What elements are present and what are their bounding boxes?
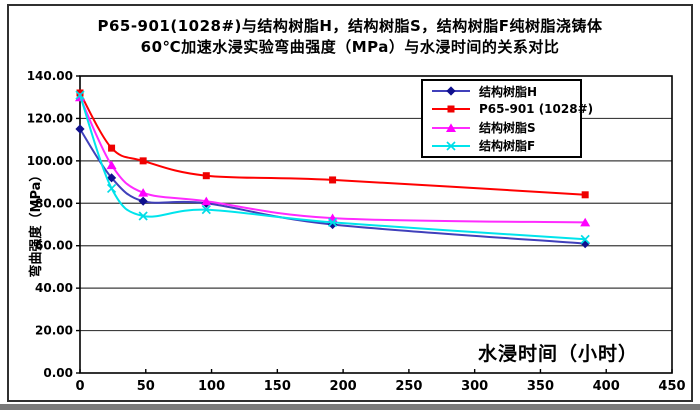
series-p65-marker (581, 191, 589, 199)
window-edge (0, 404, 700, 410)
legend: 结构树脂H P65-901 (1028#) 结构树脂S 结构树脂F (421, 79, 593, 158)
series-f-marker (75, 90, 85, 100)
legend-swatch-s (432, 123, 470, 132)
series-s-marker (201, 196, 212, 206)
series-f-marker (138, 211, 148, 221)
y-tick-label: 140.00 (27, 69, 73, 83)
series-p65-marker (329, 176, 337, 184)
y-tick-label: 100.00 (27, 154, 73, 168)
series-s-marker (580, 217, 591, 227)
legend-label-s: 结构树脂S (479, 121, 536, 136)
legend-label-f: 结构树脂F (479, 139, 536, 154)
x-axis-title: 水浸时间（小时） (478, 343, 639, 365)
chart-title: P65-901(1028#)与结构树脂H，结构树脂S，结构树脂F纯树脂浇铸体 6… (0, 16, 700, 58)
legend-swatch-h (432, 86, 470, 96)
legend-label-p65: P65-901 (1028#) (479, 102, 594, 117)
chart-title-line1: P65-901(1028#)与结构树脂H，结构树脂S，结构树脂F纯树脂浇铸体 (97, 17, 603, 35)
legend-swatch-p65 (432, 105, 470, 113)
y-tick-label: 40.00 (35, 281, 73, 295)
series-f-marker (201, 205, 211, 215)
y-tick-label: 0.00 (43, 366, 73, 380)
x-tick-label: 200 (330, 379, 357, 394)
series-h-marker (138, 196, 148, 206)
series-s-marker (138, 188, 149, 197)
series-h-marker (106, 173, 117, 183)
chart-title-line2: 60℃加速水浸实验弯曲强度（MPa）与水浸时间的关系对比 (140, 38, 560, 56)
legend-item-f: 结构树脂F (423, 137, 580, 155)
legend-item-h: 结构树脂H (423, 82, 580, 100)
legend-item-s: 结构树脂S (423, 119, 580, 137)
plot-border (79, 75, 673, 374)
x-tick-label: 0 (75, 379, 84, 394)
x-tick-label: 350 (527, 379, 554, 394)
x-tick-label: 250 (395, 379, 422, 394)
x-tick-label: 150 (264, 379, 291, 394)
x-tick-label: 50 (137, 379, 155, 394)
legend-label-h: 结构树脂H (479, 84, 538, 99)
y-tick-label: 80.00 (35, 196, 73, 210)
series-p65-marker (202, 172, 210, 180)
series-p65-marker (139, 157, 147, 165)
y-tick-label: 120.00 (27, 111, 73, 125)
series-h-marker (75, 124, 85, 134)
series-f-marker (327, 217, 338, 227)
x-tick-label: 100 (198, 379, 225, 394)
legend-swatch-f (432, 141, 470, 151)
y-tick-label: 20.00 (35, 324, 73, 338)
y-tick-label: 60.00 (35, 239, 73, 253)
x-tick-label: 450 (658, 379, 685, 394)
series-s-marker (106, 160, 117, 170)
series-f-marker (580, 234, 590, 244)
x-tick-label: 300 (461, 379, 488, 394)
series-f-marker (106, 183, 117, 194)
legend-item-p65: P65-901 (1028#) (423, 100, 593, 118)
series-p65-marker (108, 144, 116, 152)
x-tick-label: 400 (593, 379, 620, 394)
